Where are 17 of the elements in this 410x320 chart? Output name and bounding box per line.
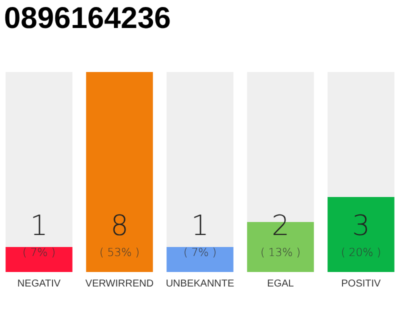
bar [166,247,234,272]
chart-title: 0896164236 [4,2,171,35]
annotation: ( 7% ) [22,246,56,259]
x-tick-label: NEGATIV [17,278,61,290]
annotation: ( 13% ) [260,246,301,259]
annotation: ( 53% ) [99,246,140,259]
data-label: 1 [191,209,209,242]
bar [6,247,72,272]
x-tick-label: UNBEKANNTE [166,278,234,290]
data-label: 8 [110,209,128,242]
data-label: 1 [30,209,48,242]
x-tick-label: POSITIV [341,278,382,290]
x-tick-label: VERWIRREND [85,278,154,290]
annotation: ( 20% ) [340,246,381,259]
annotation: ( 7% ) [183,246,217,259]
data-label: 3 [352,209,370,242]
x-tick-label: EGAL [267,278,294,290]
